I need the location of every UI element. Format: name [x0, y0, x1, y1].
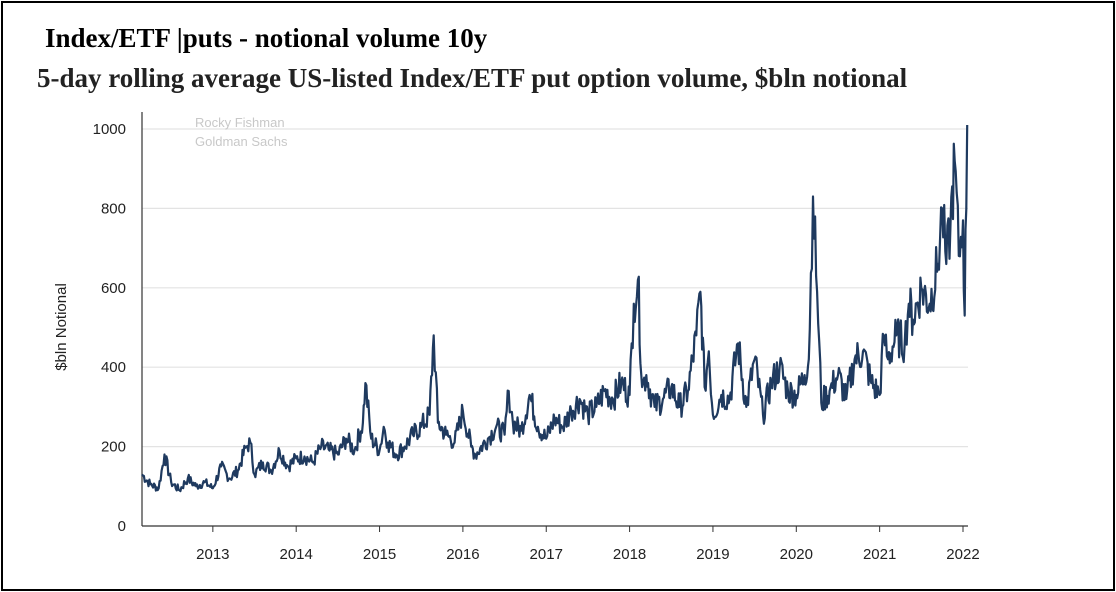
- y-tick-label: 0: [118, 518, 126, 535]
- y-tick-label: 200: [101, 439, 126, 456]
- chart-title: Index/ETF |puts - notional volume 10y: [45, 23, 488, 53]
- x-axis-ticks: 2013 2014 2015 2016 2017 2018 2019 2020 2021 2022: [196, 526, 980, 563]
- x-tick-label: 2021: [863, 546, 896, 563]
- y-tick-label: 600: [101, 280, 126, 297]
- watermark: Rocky Fishman Goldman Sachs: [195, 115, 288, 149]
- x-tick-label: 2013: [196, 546, 229, 563]
- x-tick-label: 2018: [613, 546, 646, 563]
- x-tick-label: 2016: [446, 546, 479, 563]
- x-tick-label: 2020: [780, 546, 813, 563]
- y-tick-label: 400: [101, 359, 126, 376]
- watermark-text: Goldman Sachs: [195, 134, 288, 149]
- x-tick-label: 2014: [280, 546, 313, 563]
- y-axis-ticks: 0 200 400 600 800 1000: [93, 121, 126, 535]
- y-tick-label: 1000: [93, 121, 126, 138]
- x-tick-label: 2017: [530, 546, 563, 563]
- grid-lines: [142, 128, 968, 448]
- x-tick-label: 2022: [946, 546, 979, 563]
- watermark-text: Rocky Fishman: [195, 115, 285, 130]
- series-line: [141, 124, 969, 493]
- x-tick-label: 2019: [696, 546, 729, 563]
- y-axis-label: $bln Notional: [53, 283, 70, 371]
- x-tick-label: 2015: [363, 546, 396, 563]
- chart-subtitle: 5-day rolling average US-listed Index/ET…: [37, 63, 908, 93]
- y-tick-label: 800: [101, 200, 126, 217]
